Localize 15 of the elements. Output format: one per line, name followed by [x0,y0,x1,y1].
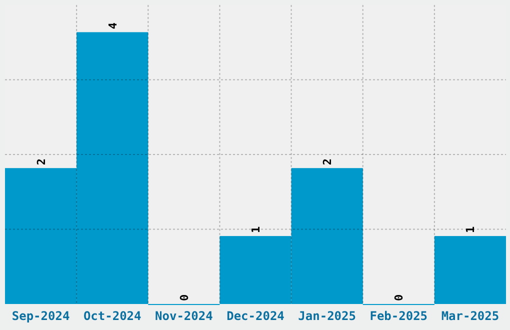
data-label: 0 [392,294,406,301]
x-tick-label: Mar-2025 [441,309,500,323]
data-label: 0 [178,294,191,301]
x-tick-label: Oct-2024 [83,309,142,323]
data-label: 1 [464,226,478,234]
bar [434,236,506,304]
data-label: 2 [321,158,334,166]
x-tick-label: Jan-2025 [298,309,356,323]
data-label: 2 [34,158,48,166]
x-tick-label: Feb-2025 [370,309,428,323]
data-label: 4 [106,22,120,30]
data-label: 1 [250,226,262,234]
x-tick-label: Sep-2024 [12,309,70,323]
x-tick-label: Nov-2024 [155,309,213,323]
x-tick-label: Dec-2024 [226,309,284,323]
